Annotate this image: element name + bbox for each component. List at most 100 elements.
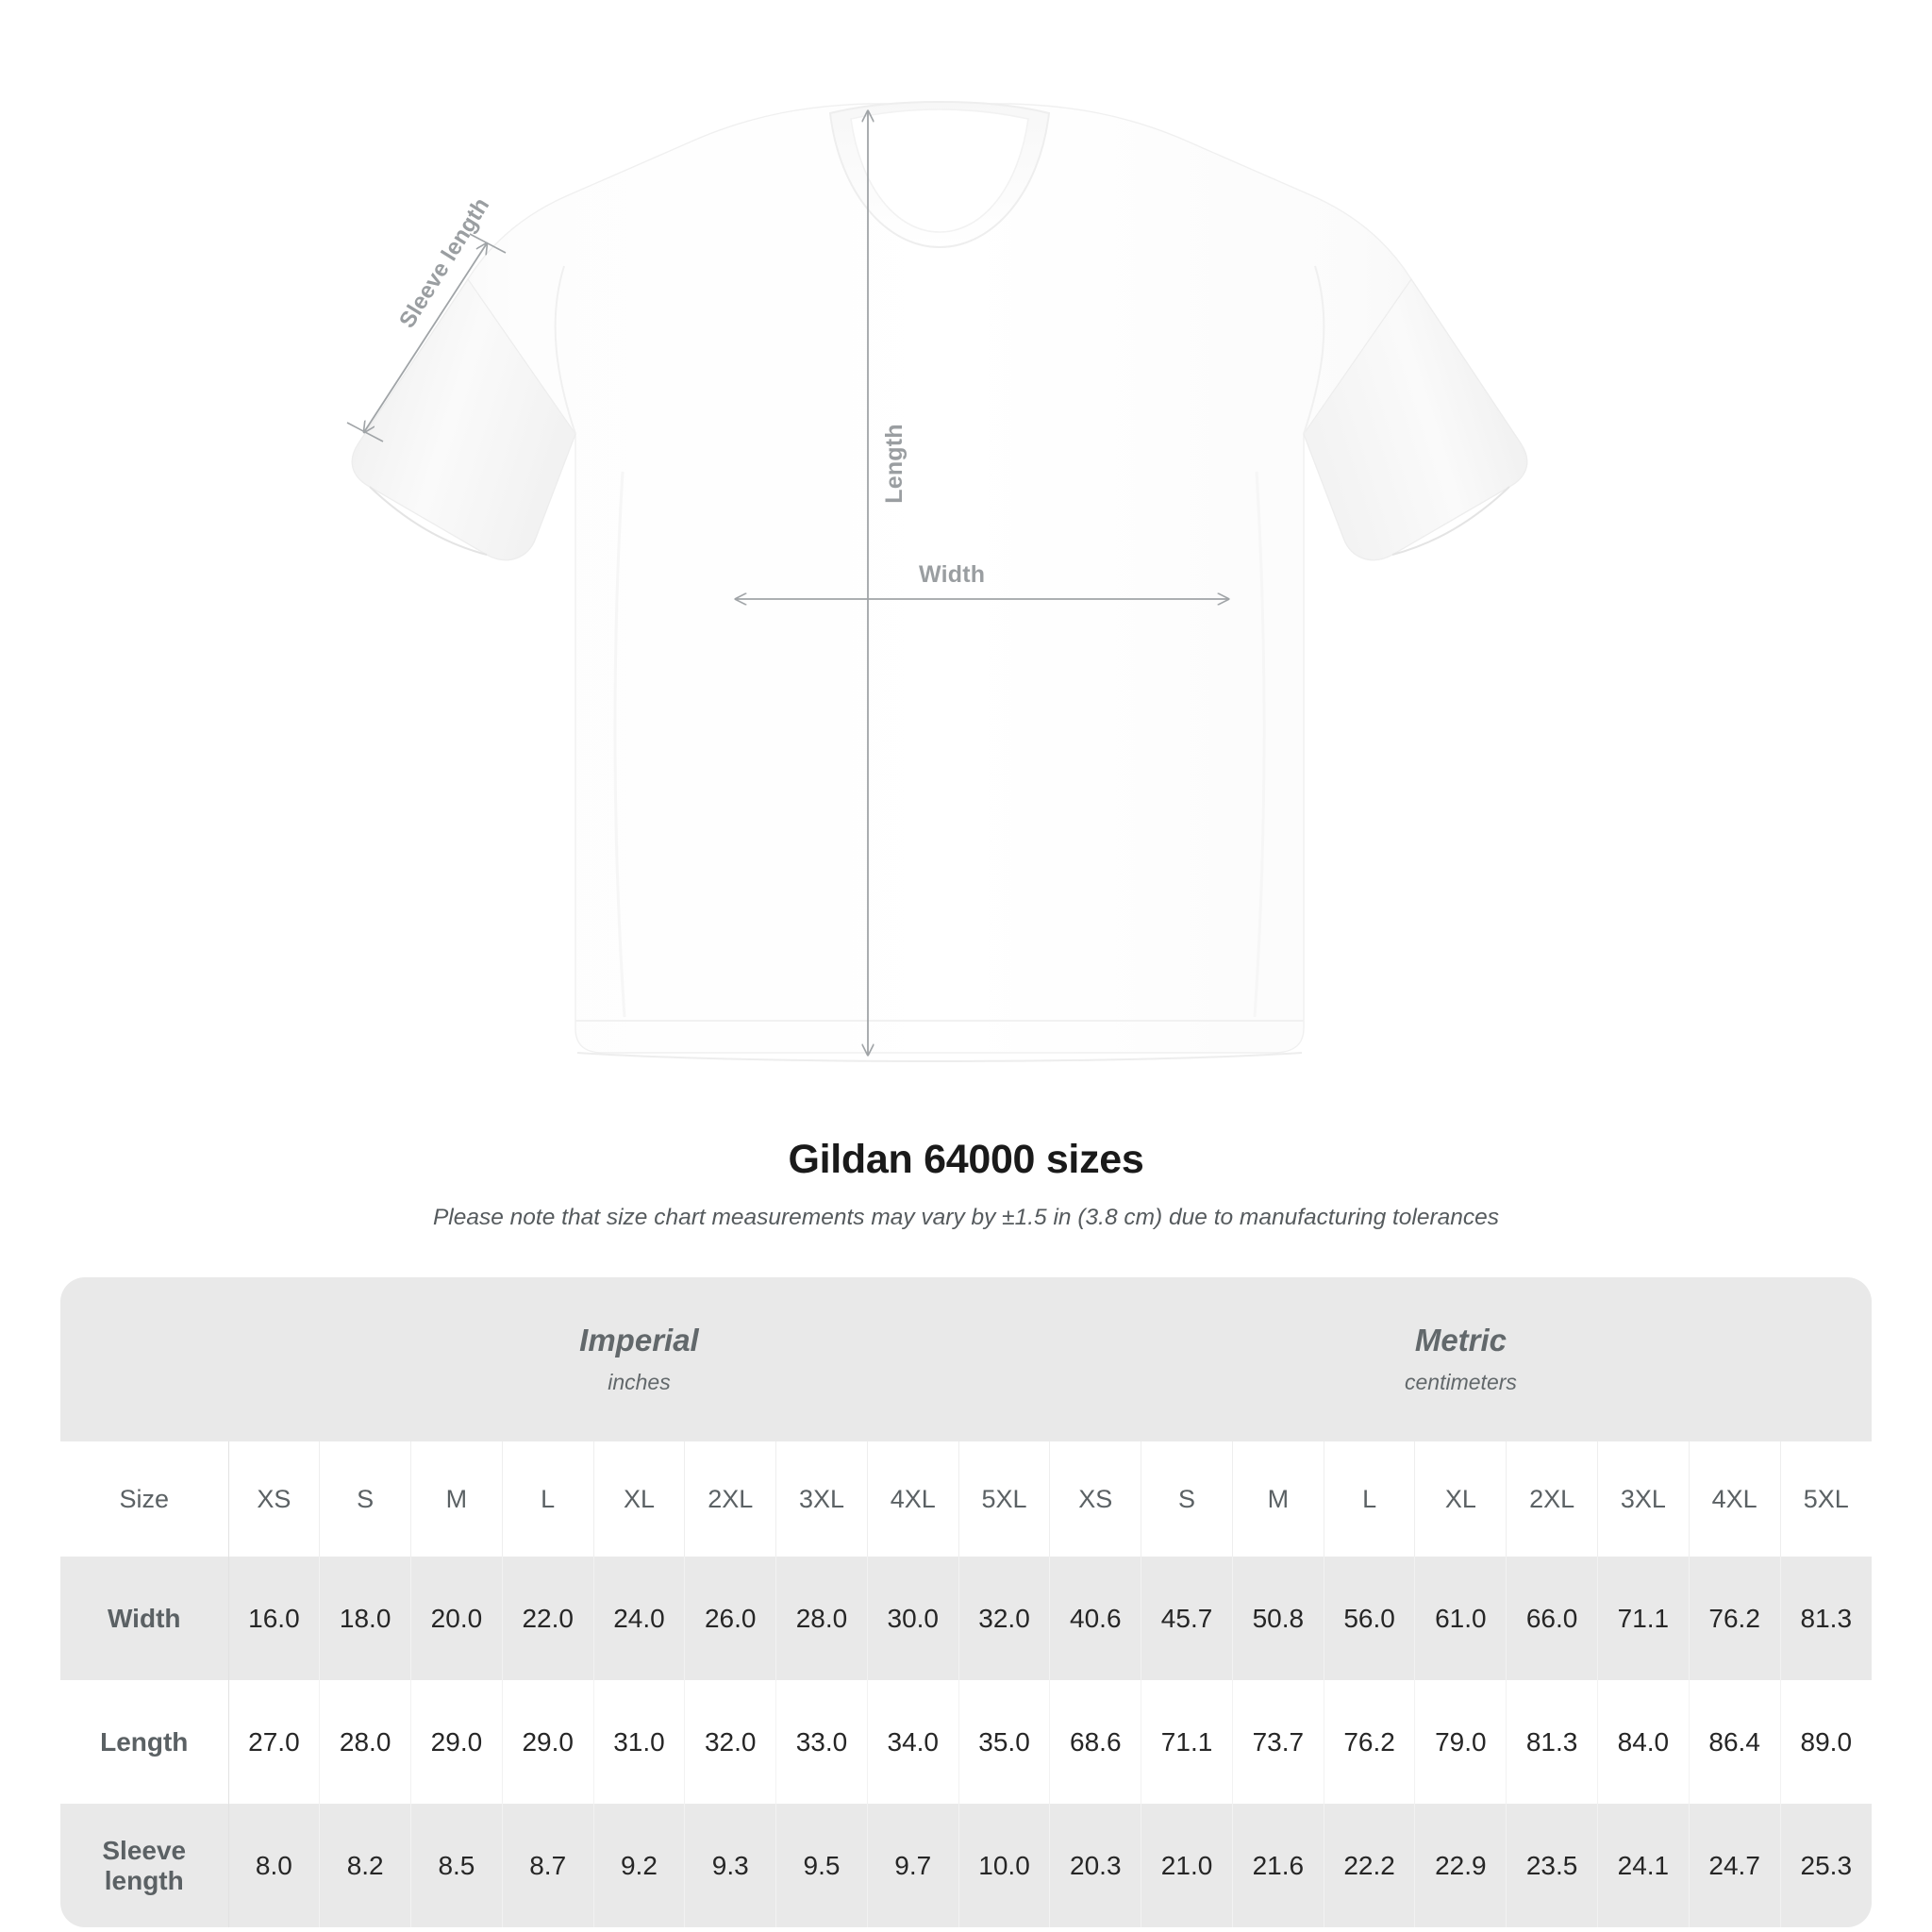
cell-width-imperial-l: 22.0 bbox=[502, 1557, 594, 1680]
cell-width-imperial-5xl: 32.0 bbox=[958, 1557, 1051, 1680]
size-header-imperial-l: L bbox=[502, 1441, 594, 1557]
size-header-imperial-5xl: 5XL bbox=[958, 1441, 1051, 1557]
cell-length-imperial-3xl: 33.0 bbox=[775, 1680, 868, 1804]
size-column-header: Size bbox=[60, 1441, 229, 1557]
size-header-imperial-m: M bbox=[410, 1441, 503, 1557]
size-header-metric-s: S bbox=[1141, 1441, 1233, 1557]
unit-header-metric: Metric centimeters bbox=[1049, 1277, 1872, 1441]
chart-title-block: Gildan 64000 sizes Please note that size… bbox=[0, 1137, 1932, 1231]
cell-width-metric-s: 45.7 bbox=[1141, 1557, 1233, 1680]
size-header-metric-2xl: 2XL bbox=[1506, 1441, 1598, 1557]
unit-header-imperial: Imperial inches bbox=[228, 1277, 1050, 1441]
cell-sleeve-length-imperial-4xl: 9.7 bbox=[867, 1804, 959, 1927]
cell-width-metric-xs: 40.6 bbox=[1049, 1557, 1142, 1680]
cell-sleeve-length-imperial-l: 8.7 bbox=[502, 1804, 594, 1927]
tshirt-illustration bbox=[346, 100, 1528, 1062]
cell-length-imperial-xl: 31.0 bbox=[593, 1680, 686, 1804]
cell-sleeve-length-metric-3xl: 24.1 bbox=[1597, 1804, 1690, 1927]
table-row: Sleeve length 8.0 8.2 8.5 8.7 9.2 9.3 9.5 9.7 10.… bbox=[60, 1804, 1872, 1927]
cell-width-metric-xl: 61.0 bbox=[1414, 1557, 1507, 1680]
cell-width-imperial-m: 20.0 bbox=[410, 1557, 503, 1680]
page-title: Gildan 64000 sizes bbox=[788, 1137, 1144, 1182]
unit-subtitle: inches bbox=[608, 1370, 671, 1395]
size-header-imperial-2xl: 2XL bbox=[684, 1441, 777, 1557]
cell-width-imperial-s: 18.0 bbox=[319, 1557, 412, 1680]
cell-length-imperial-2xl: 32.0 bbox=[684, 1680, 777, 1804]
unit-name: Metric bbox=[1414, 1322, 1507, 1357]
unit-banner-row: Imperial inches Metric centimeters bbox=[60, 1277, 1872, 1441]
table-row: Width 16.0 18.0 20.0 22.0 24.0 26.0 28.0 30.0 32.… bbox=[60, 1557, 1872, 1680]
cell-length-imperial-4xl: 34.0 bbox=[867, 1680, 959, 1804]
cell-sleeve-length-imperial-m: 8.5 bbox=[410, 1804, 503, 1927]
cell-length-metric-xl: 79.0 bbox=[1414, 1680, 1507, 1804]
cell-width-metric-4xl: 76.2 bbox=[1689, 1557, 1781, 1680]
cell-width-imperial-2xl: 26.0 bbox=[684, 1557, 777, 1680]
cell-sleeve-length-metric-4xl: 24.7 bbox=[1689, 1804, 1781, 1927]
size-header-row: Size XS S M L XL 2XL 3XL 4XL 5XL XS S M L XL 2XL 3XL 4XL 5… bbox=[60, 1441, 1872, 1557]
cell-width-metric-m: 50.8 bbox=[1232, 1557, 1324, 1680]
sleeve-dimension-line bbox=[364, 243, 487, 432]
size-header-metric-xl: XL bbox=[1414, 1441, 1507, 1557]
cell-length-metric-2xl: 81.3 bbox=[1506, 1680, 1598, 1804]
cell-length-metric-3xl: 84.0 bbox=[1597, 1680, 1690, 1804]
size-header-metric-l: L bbox=[1324, 1441, 1416, 1557]
cell-length-metric-xs: 68.6 bbox=[1049, 1680, 1142, 1804]
cell-sleeve-length-imperial-xl: 9.2 bbox=[593, 1804, 686, 1927]
size-header-imperial-4xl: 4XL bbox=[867, 1441, 959, 1557]
row-label-width: Width bbox=[60, 1557, 229, 1680]
cell-width-imperial-xl: 24.0 bbox=[593, 1557, 686, 1680]
cell-length-metric-5xl: 89.0 bbox=[1780, 1680, 1872, 1804]
cell-length-metric-s: 71.1 bbox=[1141, 1680, 1233, 1804]
size-header-metric-3xl: 3XL bbox=[1597, 1441, 1690, 1557]
tshirt-diagram: Sleeve length Length Width bbox=[346, 100, 1528, 1062]
cell-length-imperial-l: 29.0 bbox=[502, 1680, 594, 1804]
cell-sleeve-length-metric-l: 22.2 bbox=[1324, 1804, 1416, 1927]
cell-length-metric-4xl: 86.4 bbox=[1689, 1680, 1781, 1804]
sleeve-tick-bottom bbox=[346, 422, 384, 442]
cell-width-metric-l: 56.0 bbox=[1324, 1557, 1416, 1680]
sleeve-tick-top bbox=[469, 233, 507, 254]
shirt-body-shape bbox=[351, 100, 1528, 1062]
cell-sleeve-length-imperial-xs: 8.0 bbox=[228, 1804, 321, 1927]
cell-length-imperial-5xl: 35.0 bbox=[958, 1680, 1051, 1804]
cell-width-metric-3xl: 71.1 bbox=[1597, 1557, 1690, 1680]
unit-subtitle: centimeters bbox=[1405, 1370, 1517, 1395]
unit-name: Imperial bbox=[579, 1322, 699, 1357]
cell-sleeve-length-imperial-s: 8.2 bbox=[319, 1804, 412, 1927]
cell-sleeve-length-metric-xl: 22.9 bbox=[1414, 1804, 1507, 1927]
cell-width-metric-2xl: 66.0 bbox=[1506, 1557, 1598, 1680]
row-label-sleeve-length: Sleeve length bbox=[60, 1804, 229, 1927]
size-header-metric-5xl: 5XL bbox=[1780, 1441, 1872, 1557]
size-header-metric-xs: XS bbox=[1049, 1441, 1142, 1557]
cell-length-metric-l: 76.2 bbox=[1324, 1680, 1416, 1804]
size-header-imperial-xl: XL bbox=[593, 1441, 686, 1557]
size-header-imperial-3xl: 3XL bbox=[775, 1441, 868, 1557]
cell-sleeve-length-metric-2xl: 23.5 bbox=[1506, 1804, 1598, 1927]
tolerance-note: Please note that size chart measurements… bbox=[432, 1205, 1500, 1230]
cell-sleeve-length-imperial-5xl: 10.0 bbox=[958, 1804, 1051, 1927]
length-label: Length bbox=[880, 424, 908, 504]
size-header-metric-4xl: 4XL bbox=[1689, 1441, 1781, 1557]
size-table-container: Imperial inches Metric centimeters Size XS S M L… bbox=[60, 1277, 1872, 1927]
cell-sleeve-length-imperial-2xl: 9.3 bbox=[684, 1804, 777, 1927]
cell-sleeve-length-metric-s: 21.0 bbox=[1141, 1804, 1233, 1927]
cell-length-imperial-xs: 27.0 bbox=[228, 1680, 321, 1804]
cell-sleeve-length-metric-5xl: 25.3 bbox=[1780, 1804, 1872, 1927]
cell-width-imperial-4xl: 30.0 bbox=[867, 1557, 959, 1680]
cell-sleeve-length-metric-xs: 20.3 bbox=[1049, 1804, 1142, 1927]
cell-sleeve-length-metric-m: 21.6 bbox=[1232, 1804, 1324, 1927]
cell-length-metric-m: 73.7 bbox=[1232, 1680, 1324, 1804]
size-table: Imperial inches Metric centimeters Size XS S M L… bbox=[60, 1277, 1872, 1927]
banner-spacer bbox=[60, 1277, 229, 1441]
row-label-length: Length bbox=[60, 1680, 229, 1804]
size-header-metric-m: M bbox=[1232, 1441, 1324, 1557]
cell-length-imperial-m: 29.0 bbox=[410, 1680, 503, 1804]
cell-width-metric-5xl: 81.3 bbox=[1780, 1557, 1872, 1680]
width-label: Width bbox=[919, 561, 986, 588]
cell-length-imperial-s: 28.0 bbox=[319, 1680, 412, 1804]
measurement-lines bbox=[346, 111, 1228, 1055]
cell-sleeve-length-imperial-3xl: 9.5 bbox=[775, 1804, 868, 1927]
size-header-imperial-s: S bbox=[319, 1441, 412, 1557]
size-header-imperial-xs: XS bbox=[228, 1441, 321, 1557]
